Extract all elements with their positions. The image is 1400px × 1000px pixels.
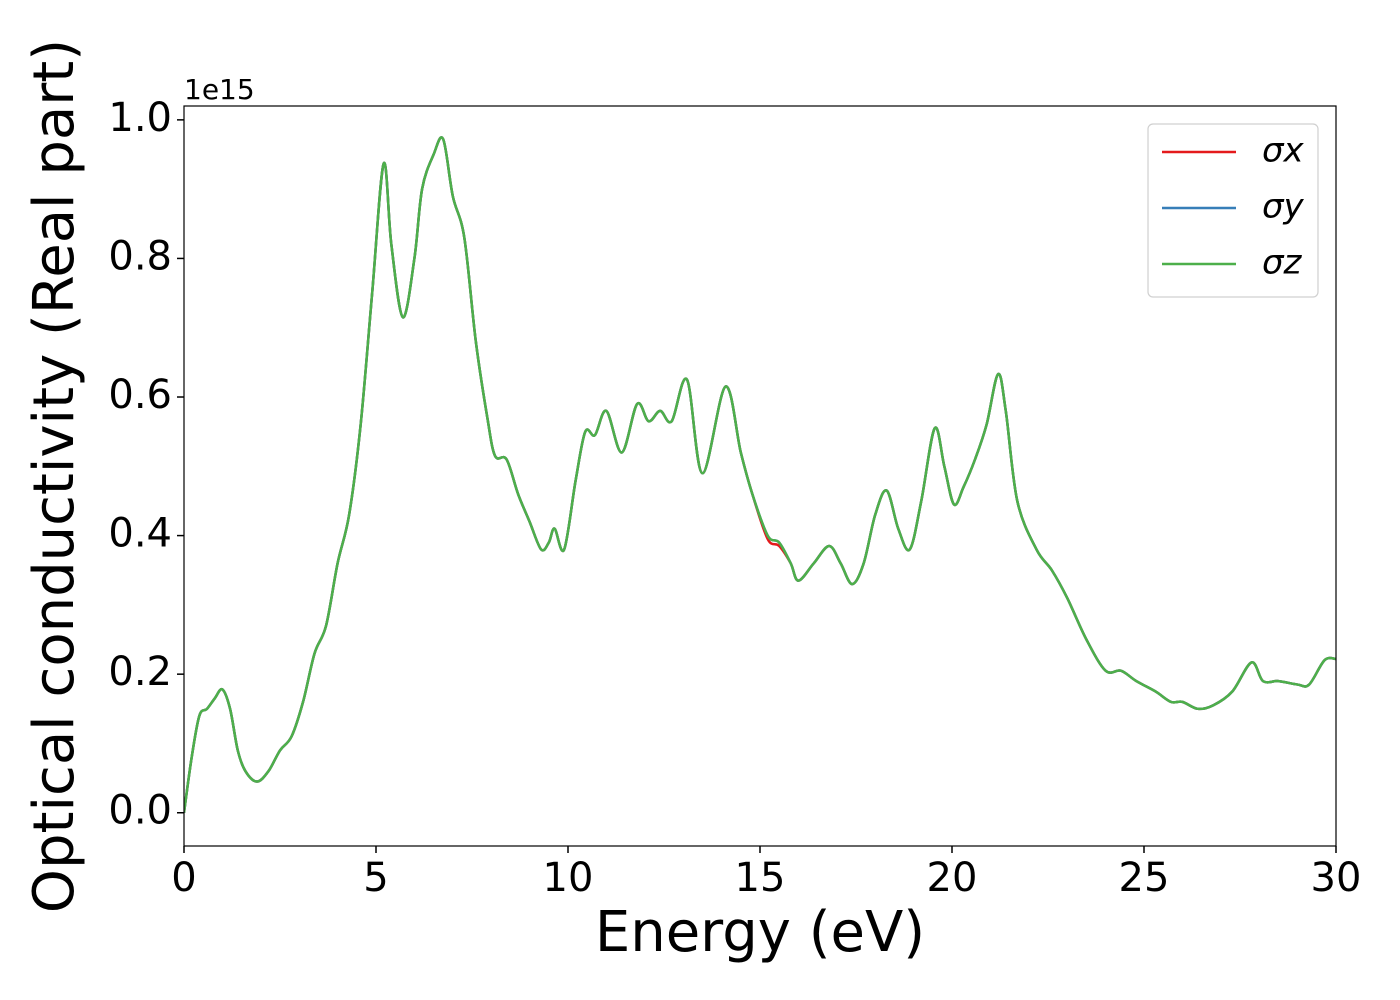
x-tick-label: 5 [363,855,388,901]
y-tick-label: 0.2 [108,649,172,695]
series-line [184,136,1336,813]
y-offset-label: 1e15 [184,73,255,106]
legend-label: σz [1262,243,1303,283]
plot-area [184,136,1336,813]
x-tick-label: 15 [735,855,786,901]
legend-label: σx [1262,131,1305,171]
x-tick-label: 10 [543,855,594,901]
x-tick-label: 30 [1311,855,1362,901]
y-axis-label: Optical conductivity (Real part) [22,39,87,913]
y-tick-label: 0.4 [108,511,172,557]
x-axis-label: Energy (eV) [595,900,925,965]
x-tick-label: 25 [1119,855,1170,901]
legend-box [1147,123,1319,298]
y-tick-label: 0.6 [108,372,172,418]
legend-label: σy [1262,187,1305,227]
y-tick-label: 0.8 [108,233,172,279]
axes-frame [183,105,1337,847]
y-tick-label: 0.0 [108,788,172,834]
x-tick-label: 20 [927,855,978,901]
y-tick-label: 1.0 [108,95,172,141]
x-tick-label: 0 [171,855,196,901]
